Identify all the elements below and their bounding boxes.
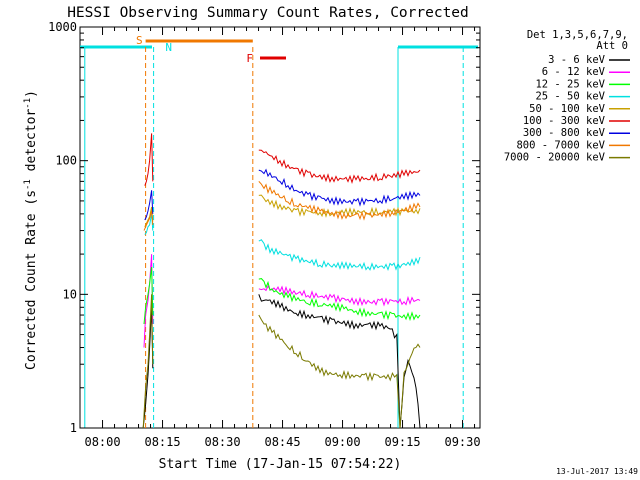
plot-area: S N F: [79, 26, 481, 429]
plot-frame: [79, 26, 481, 429]
x-tick-label: 09:15: [384, 435, 420, 449]
series-line: [258, 294, 421, 429]
y-axis-label-sup-1: -1: [23, 179, 33, 190]
series-line: [143, 266, 154, 325]
x-tick-label: 08:00: [84, 435, 120, 449]
y-axis-label-sup-2: -1: [23, 98, 33, 109]
legend-entry-label: 6 - 12 keV: [542, 66, 606, 78]
y-axis-label: Corrected Count Rate (s-1 detector-1): [23, 90, 39, 370]
legend-header: Det 1,3,5,6,7,9,: [527, 29, 628, 41]
y-tick-label: 100: [55, 154, 77, 168]
series-line: [258, 194, 421, 218]
flare-flag-label: F: [246, 52, 253, 65]
series-line: [258, 149, 421, 184]
x-tick-label: 08:45: [264, 435, 300, 449]
y-axis-label-mid: detector: [24, 109, 39, 180]
night-flag-label: N: [165, 41, 172, 54]
legend-entry-label: 800 - 7000 keV: [516, 139, 605, 151]
legend-entry-label: 100 - 300 keV: [523, 115, 606, 127]
y-axis-label-end: ): [24, 90, 39, 98]
series-line: [258, 168, 421, 207]
series-line: [258, 285, 421, 307]
series-line: [258, 181, 421, 221]
x-tick-label: 08:15: [144, 435, 180, 449]
chart-title: HESSI Observing Summary Count Rates, Cor…: [67, 5, 469, 21]
legend-entry-label: 300 - 800 keV: [523, 127, 606, 139]
legend-entry-label: 50 - 100 keV: [529, 103, 606, 115]
series-line: [142, 294, 154, 429]
x-axis-label: Start Time (17-Jan-15 07:54:22): [159, 457, 402, 472]
series-line: [144, 190, 154, 221]
x-tick-label: 09:00: [324, 435, 360, 449]
y-tick-label: 1000: [48, 20, 77, 34]
series-line: [144, 206, 154, 228]
y-tick-label: 1: [70, 421, 77, 435]
sunlight-flag-label: S: [136, 34, 143, 47]
legend-entry-label: 3 - 6 keV: [548, 54, 606, 66]
legend-header: Att 0: [596, 40, 628, 52]
series-line: [258, 314, 421, 429]
x-axis: 08:00 08:15 08:30 08:45 09:00 09:15 09:30: [84, 27, 481, 449]
x-tick-label: 09:30: [444, 435, 480, 449]
footer-date: 13-Jul-2017 13:49: [556, 467, 638, 476]
legend-entry-label: 25 - 50 keV: [535, 91, 605, 103]
series-line: [143, 210, 154, 231]
series-line: [258, 278, 421, 322]
legend-entry-label: 7000 - 20000 keV: [504, 152, 606, 164]
series-line: [258, 239, 421, 271]
y-tick-label: 10: [63, 287, 77, 301]
legend-entry-label: 12 - 25 keV: [535, 78, 605, 90]
series-line: [144, 133, 154, 186]
y-axis: 1 10 100 1000: [48, 20, 480, 435]
y-axis-label-base: Corrected Count Rate (s: [24, 190, 39, 370]
x-tick-label: 08:30: [204, 435, 240, 449]
